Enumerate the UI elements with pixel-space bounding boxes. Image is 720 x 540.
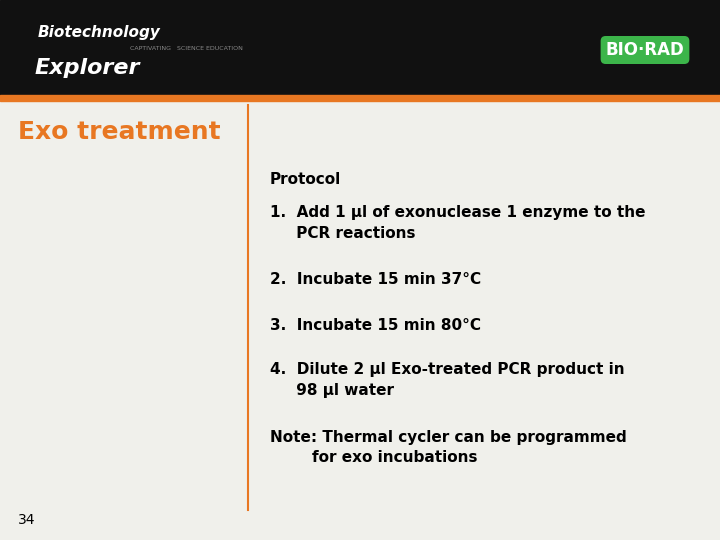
Text: Biotechnology: Biotechnology: [38, 25, 161, 40]
Text: CAPTIVATING   SCIENCE EDUCATION: CAPTIVATING SCIENCE EDUCATION: [130, 45, 243, 51]
Text: 4.  Dilute 2 µl Exo-treated PCR product in
     98 µl water: 4. Dilute 2 µl Exo-treated PCR product i…: [270, 362, 625, 398]
Text: Explorer: Explorer: [35, 58, 140, 78]
Text: Protocol: Protocol: [270, 172, 341, 187]
Text: 34: 34: [18, 513, 35, 527]
Bar: [0, 95, 720, 101]
Text: Note: Thermal cycler can be programmed: Note: Thermal cycler can be programmed: [270, 430, 626, 445]
Text: 1.  Add 1 µl of exonuclease 1 enzyme to the
     PCR reactions: 1. Add 1 µl of exonuclease 1 enzyme to t…: [270, 205, 646, 241]
Text: 2.  Incubate 15 min 37°C: 2. Incubate 15 min 37°C: [270, 272, 481, 287]
Text: Exo treatment: Exo treatment: [18, 120, 220, 144]
Bar: [0, 0, 720, 95]
Text: 3.  Incubate 15 min 80°C: 3. Incubate 15 min 80°C: [270, 318, 481, 333]
Text: for exo incubations: for exo incubations: [270, 450, 477, 465]
Text: BIO·RAD: BIO·RAD: [606, 41, 685, 59]
